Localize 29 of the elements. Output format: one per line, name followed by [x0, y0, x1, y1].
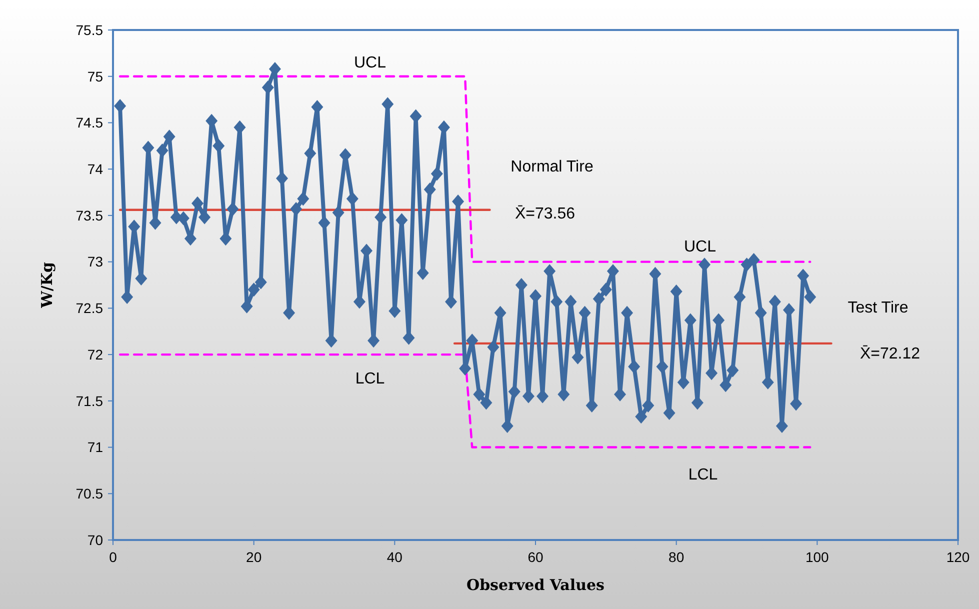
- x-tick-label: 100: [805, 549, 830, 565]
- x-tick-label: 20: [246, 549, 262, 565]
- annotation: X̄=72.12: [860, 345, 920, 363]
- annotation: X̄=73.56: [514, 205, 576, 223]
- x-tick-label: 60: [528, 549, 544, 565]
- y-tick-label: 75: [87, 68, 104, 84]
- x-axis-title: Observed Values: [466, 576, 604, 594]
- x-tick-label: 0: [109, 549, 118, 565]
- annotation: LCL: [688, 466, 718, 484]
- x-tick-label: 40: [386, 549, 403, 565]
- annotation: UCL: [354, 54, 386, 72]
- y-tick-label: 74: [87, 160, 104, 177]
- y-tick-label: 75.5: [76, 22, 104, 38]
- annotation: Normal Tire: [510, 158, 594, 176]
- x-tick-label: 80: [668, 549, 684, 565]
- annotation: UCL: [684, 238, 716, 256]
- y-tick-label: 73.5: [76, 207, 104, 224]
- annotation: Test Tire: [848, 300, 908, 317]
- y-tick-label: 70.5: [76, 486, 104, 502]
- y-tick-label: 73: [87, 254, 104, 270]
- y-tick-label: 72: [87, 346, 104, 362]
- y-tick-label: 70: [87, 532, 104, 548]
- y-tick-label: 71.5: [76, 392, 104, 409]
- y-tick-label: 72.5: [76, 300, 104, 316]
- y-tick-label: 71: [87, 439, 104, 456]
- y-axis-title: W/Kg: [38, 262, 56, 309]
- y-tick-label: 74.5: [76, 114, 104, 131]
- x-tick-label: 120: [946, 549, 970, 565]
- annotation: LCL: [355, 370, 385, 388]
